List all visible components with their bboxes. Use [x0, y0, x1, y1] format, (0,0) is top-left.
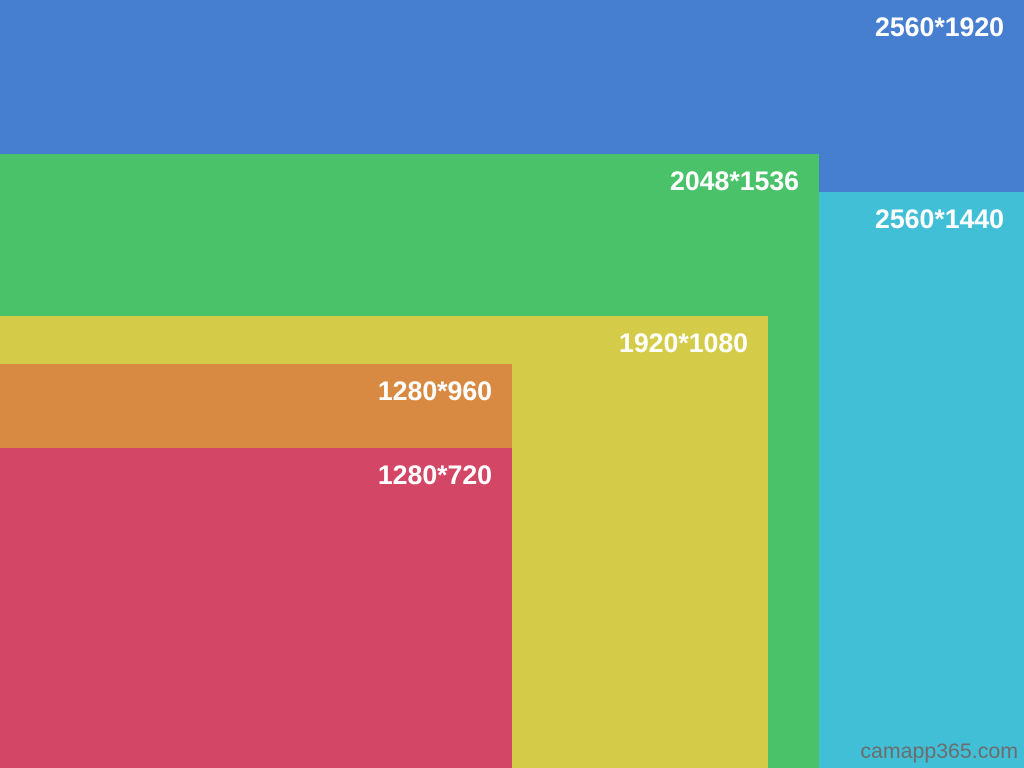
rect-label: 2048*1536 [670, 166, 799, 197]
watermark-text: camapp365.com [860, 739, 1018, 764]
rect-label: 1280*720 [378, 460, 492, 491]
rect-label: 2560*1440 [875, 204, 1004, 235]
rect-1280x720: 1280*720 [0, 448, 512, 768]
rect-label: 1920*1080 [619, 328, 748, 359]
rect-label: 1280*960 [378, 376, 492, 407]
rect-label: 2560*1920 [875, 12, 1004, 43]
resolution-diagram: 2560*1920 2560*1440 2048*1536 1920*1080 … [0, 0, 1024, 768]
